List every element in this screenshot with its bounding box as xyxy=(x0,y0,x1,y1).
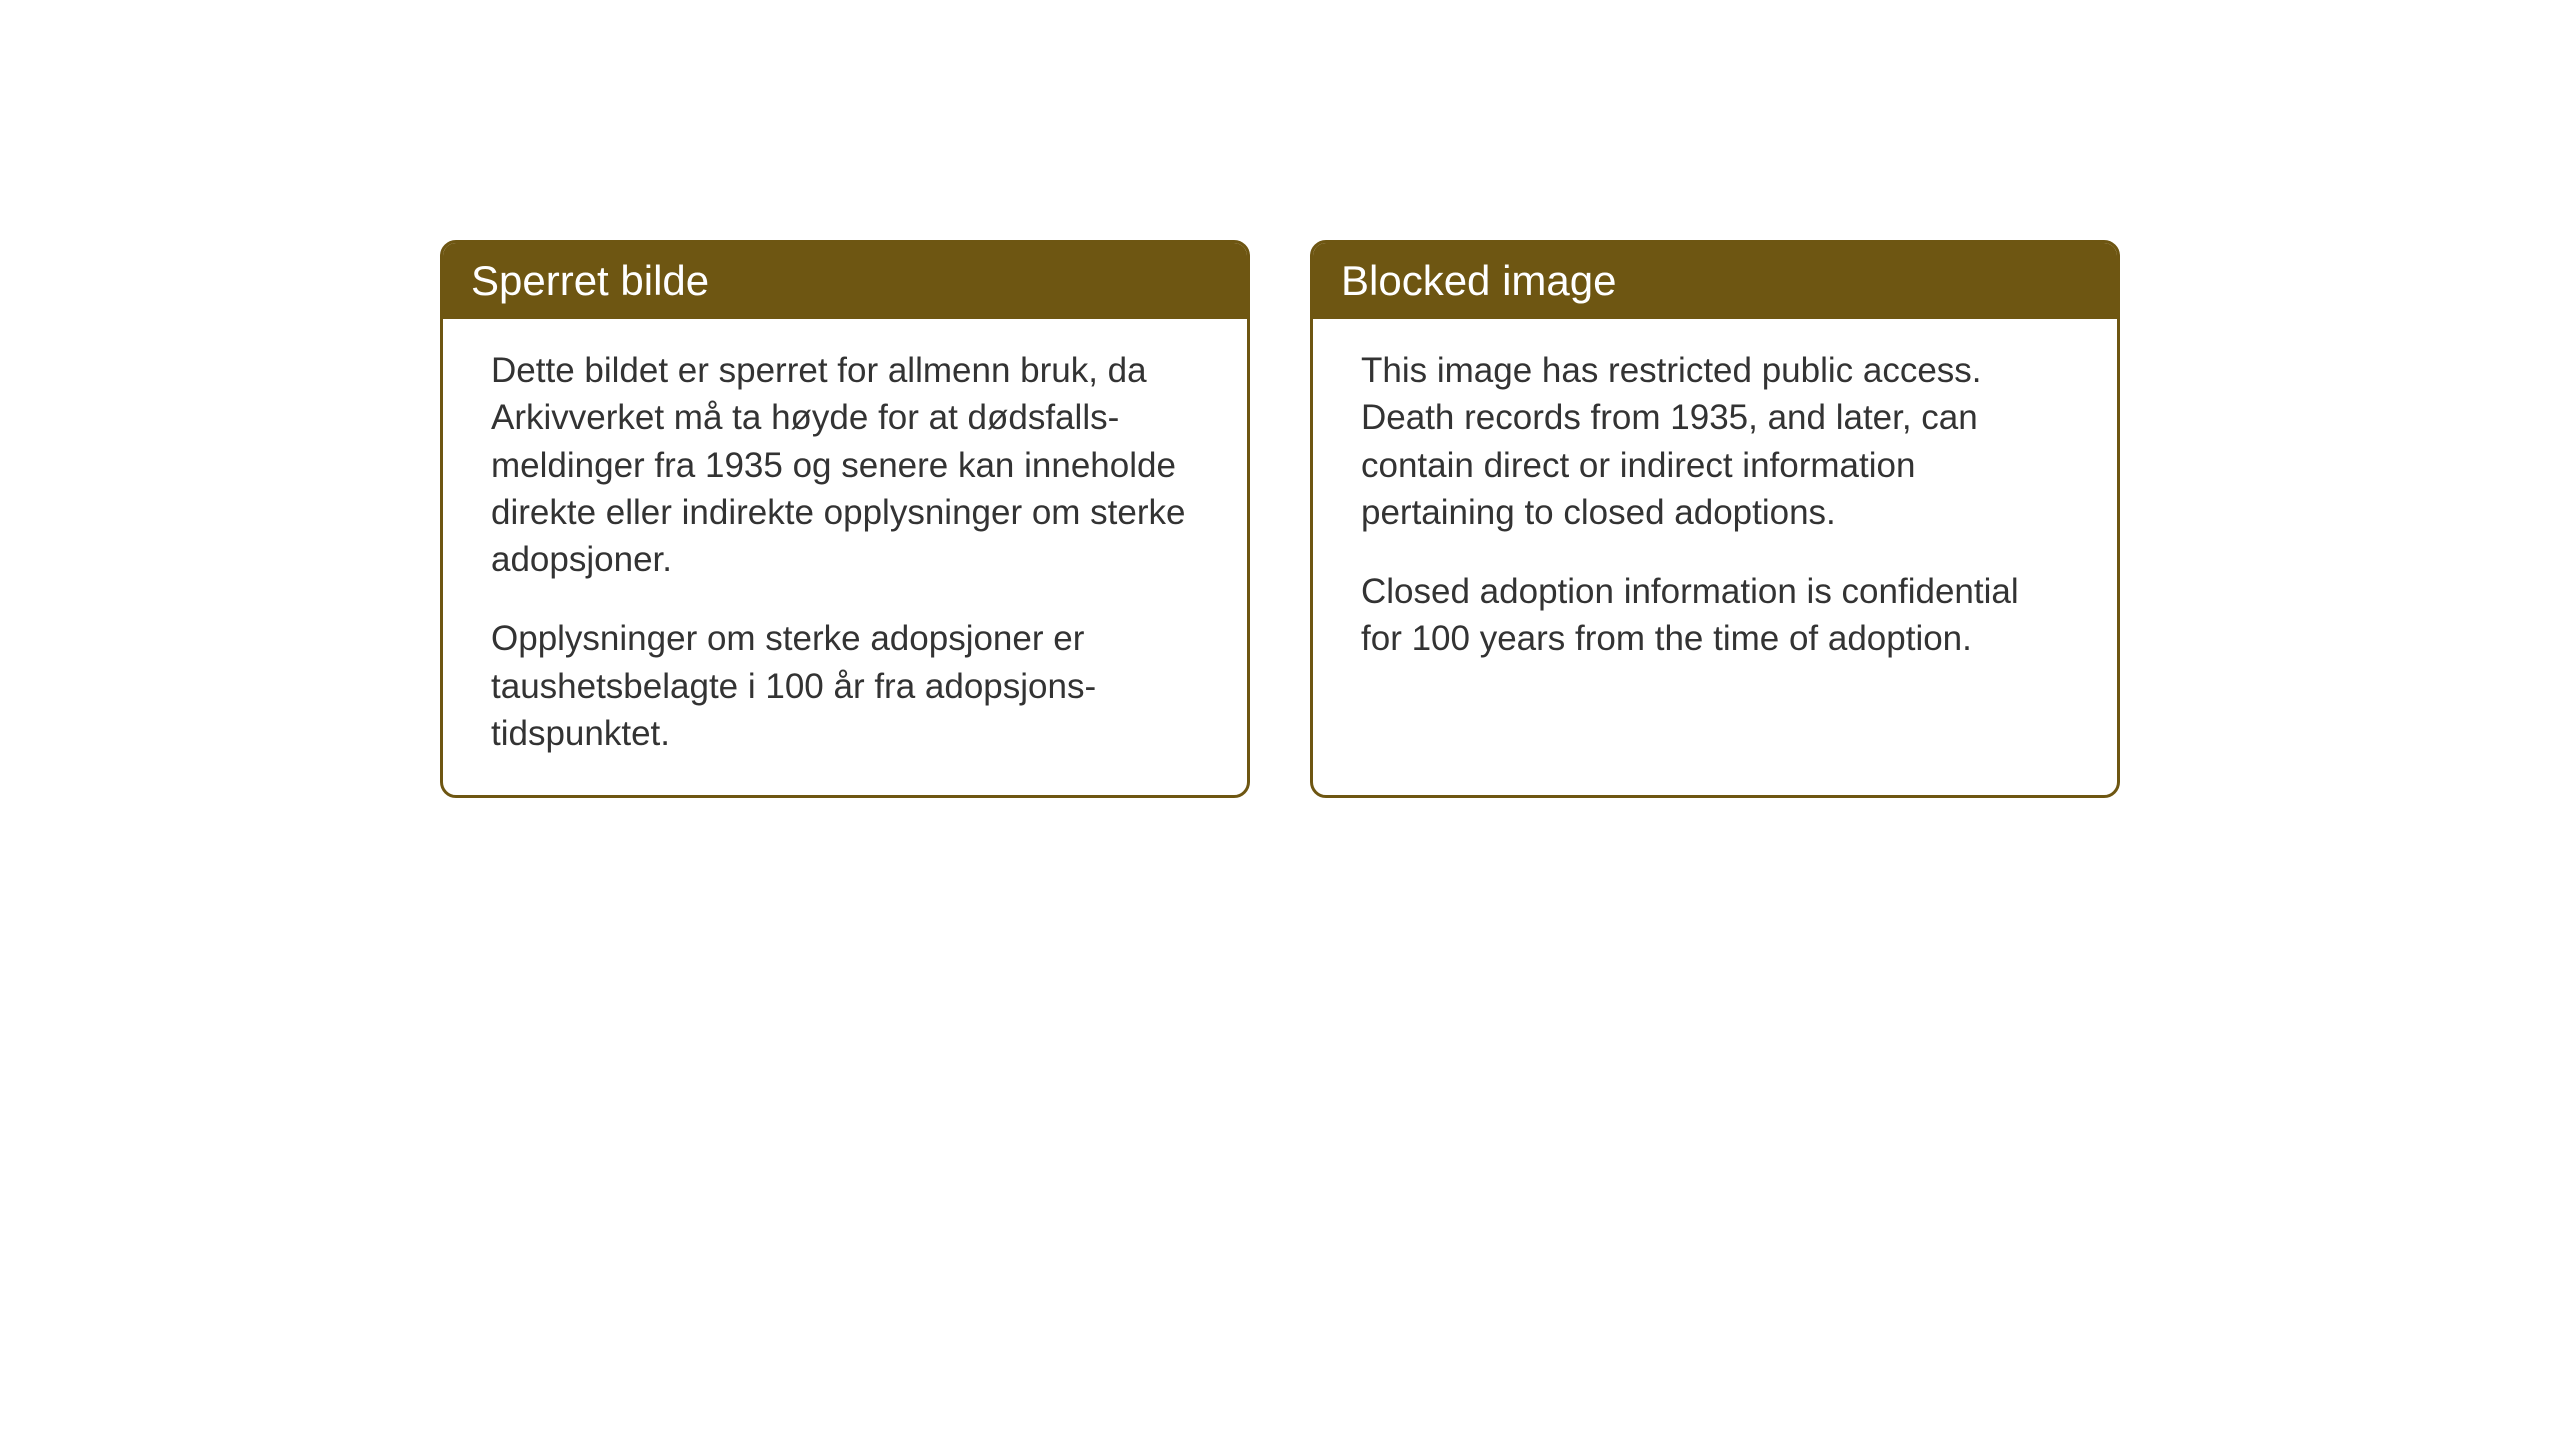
card-header-english: Blocked image xyxy=(1313,243,2117,319)
paragraph-norwegian-2: Opplysninger om sterke adopsjoner er tau… xyxy=(491,615,1199,757)
card-header-norwegian: Sperret bilde xyxy=(443,243,1247,319)
card-english: Blocked image This image has restricted … xyxy=(1310,240,2120,798)
paragraph-english-1: This image has restricted public access.… xyxy=(1361,347,2069,536)
paragraph-norwegian-1: Dette bildet er sperret for allmenn bruk… xyxy=(491,347,1199,583)
cards-container: Sperret bilde Dette bildet er sperret fo… xyxy=(440,240,2120,798)
card-title-english: Blocked image xyxy=(1341,257,1616,304)
card-body-norwegian: Dette bildet er sperret for allmenn bruk… xyxy=(443,319,1247,795)
card-body-english: This image has restricted public access.… xyxy=(1313,319,2117,739)
paragraph-english-2: Closed adoption information is confident… xyxy=(1361,568,2069,663)
card-norwegian: Sperret bilde Dette bildet er sperret fo… xyxy=(440,240,1250,798)
card-title-norwegian: Sperret bilde xyxy=(471,257,709,304)
